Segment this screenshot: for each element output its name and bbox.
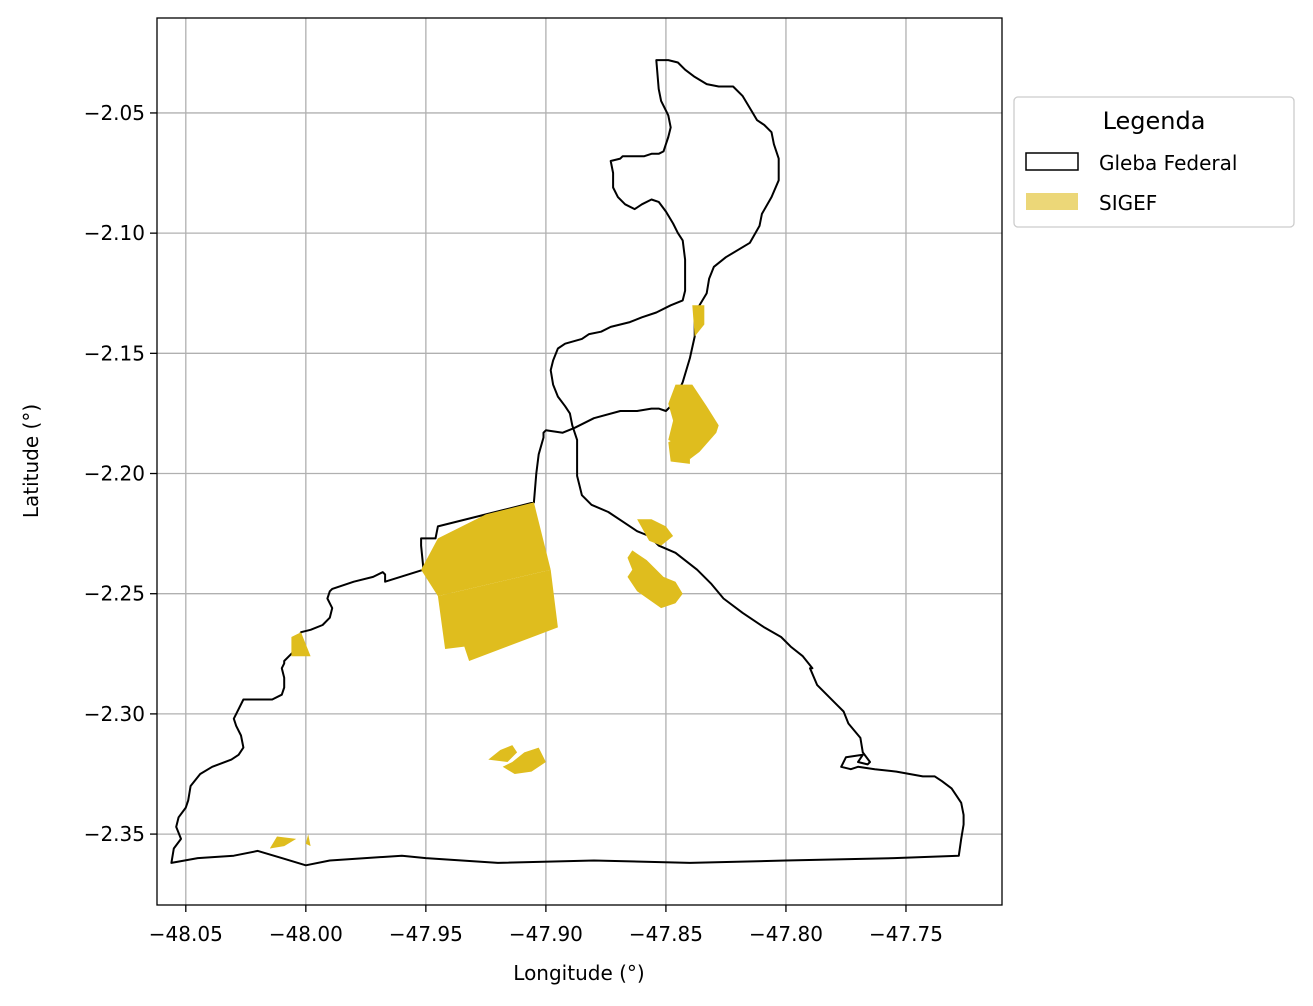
legend-swatch-gleba: [1025, 152, 1079, 171]
legend: Legenda Gleba Federal SIGEF: [1013, 96, 1295, 228]
plot-frame: [156, 17, 1003, 906]
x-tick-label: −47.85: [629, 922, 703, 946]
y-tick-label: −2.25: [84, 582, 145, 606]
grid-lines: [157, 18, 1002, 905]
y-tick-label: −2.05: [84, 101, 145, 125]
x-tick-label: −48.00: [269, 922, 343, 946]
legend-swatch-sigef: [1026, 193, 1078, 210]
sigef-parcel: [291, 632, 311, 657]
sigef-parcel: [627, 550, 683, 609]
sigef-parcel: [488, 745, 518, 762]
sigef-parcel: [668, 437, 690, 464]
x-axis-ticks: −48.05 −48.00 −47.95 −47.90 −47.85 −47.80 −47.…: [149, 905, 943, 946]
sigef-parcel: [421, 502, 551, 597]
y-tick-label: −2.30: [84, 702, 145, 726]
legend-title: Legenda: [1103, 107, 1206, 135]
sigef-parcel: [692, 305, 705, 337]
x-tick-label: −47.95: [389, 922, 463, 946]
x-tick-label: −47.75: [869, 922, 943, 946]
sigef-parcel: [305, 834, 311, 847]
sigef-parcel: [269, 836, 297, 849]
x-tick-label: −47.80: [749, 922, 823, 946]
y-tick-label: −2.35: [84, 822, 145, 846]
y-tick-label: −2.10: [84, 221, 145, 245]
map-layers: [170, 59, 965, 867]
sigef-parcel: [637, 519, 674, 546]
x-tick-label: −48.05: [149, 922, 223, 946]
y-axis-title: Latitude (°): [19, 404, 43, 518]
sigef-parcel: [502, 747, 546, 774]
x-tick-label: −47.90: [509, 922, 583, 946]
y-axis-ticks: −2.05 −2.10 −2.15 −2.20 −2.25 −2.30 −2.35: [84, 101, 157, 846]
legend-box: [1013, 96, 1295, 228]
gleba-federal-layer: [170, 59, 965, 867]
x-axis-title: Longitude (°): [513, 961, 644, 985]
legend-label-gleba: Gleba Federal: [1099, 151, 1237, 175]
legend-label-sigef: SIGEF: [1099, 191, 1157, 215]
y-tick-label: −2.20: [84, 462, 145, 486]
sigef-layer: [269, 305, 719, 849]
sigef-parcel: [668, 384, 719, 460]
y-tick-label: −2.15: [84, 341, 145, 365]
sigef-parcel: [437, 569, 558, 661]
gleba-federal-boundary: [170, 59, 965, 867]
